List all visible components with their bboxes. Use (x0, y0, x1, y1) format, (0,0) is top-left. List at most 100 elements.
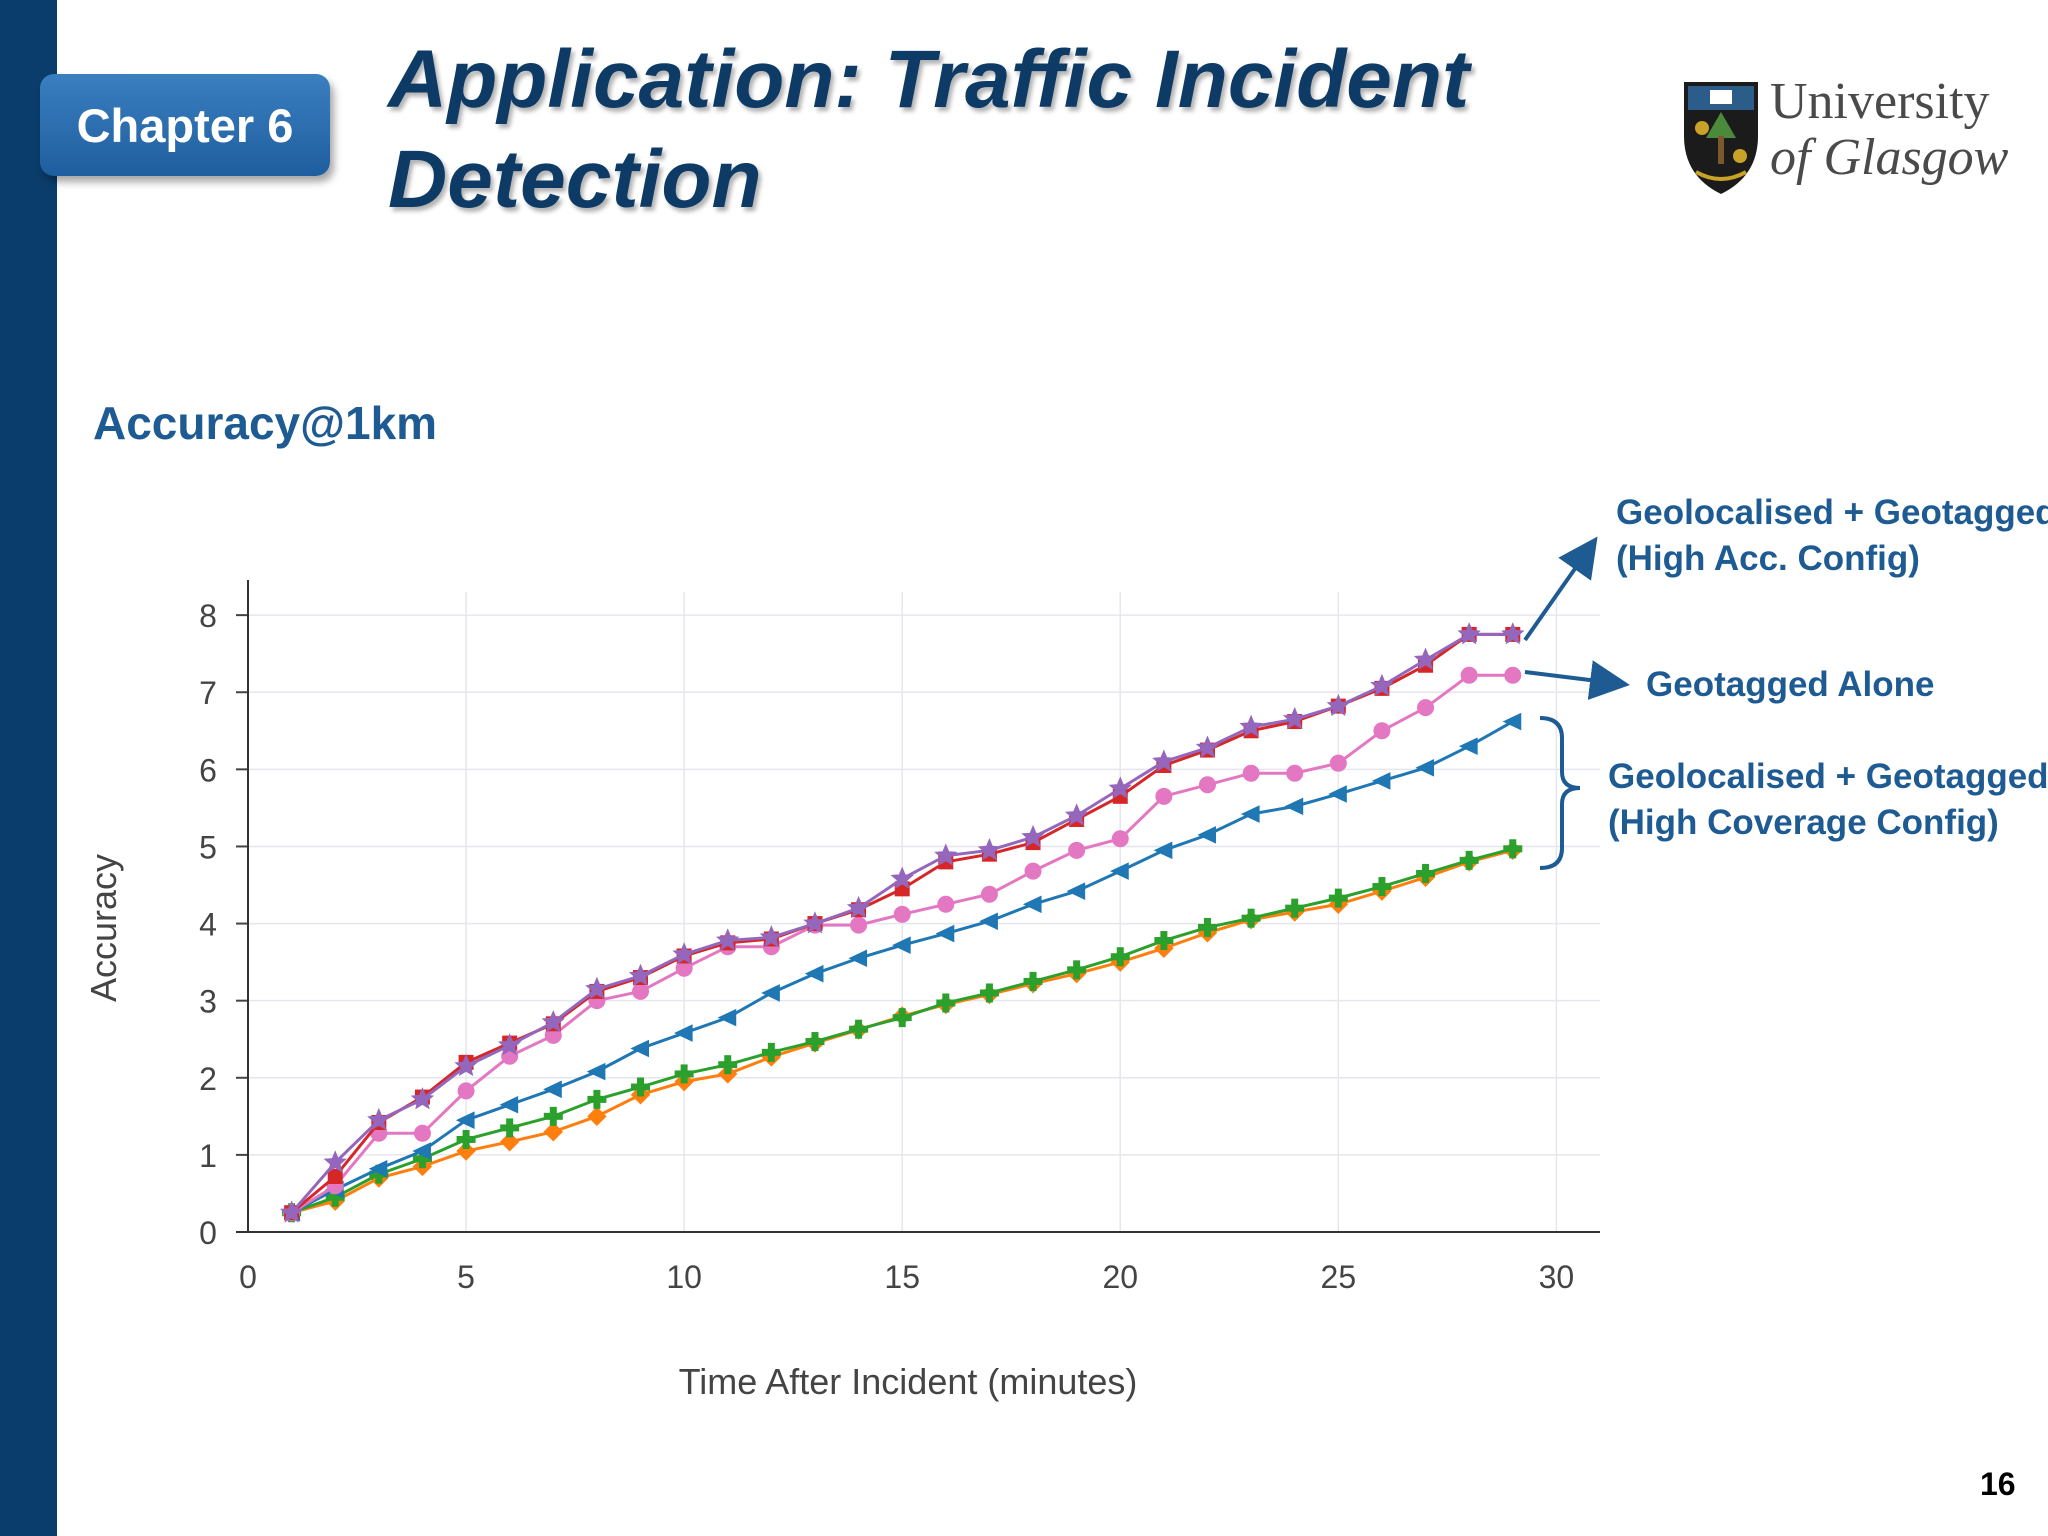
data-point (1066, 882, 1086, 900)
data-point (1284, 797, 1304, 816)
x-tick-label: 30 (1539, 1259, 1575, 1295)
annotation-arrows (1523, 536, 1630, 870)
x-axis-title: Time After Incident (minutes) (679, 1361, 1138, 1402)
y-tick-label: 0 (199, 1215, 217, 1251)
data-point (457, 1082, 475, 1100)
data-point (1328, 785, 1347, 803)
data-point (1116, 947, 1124, 967)
annotation-geotagged-alone: Geotagged Alone (1646, 665, 1935, 704)
data-point (673, 1024, 693, 1042)
data-point (759, 925, 784, 948)
data-point (543, 1122, 563, 1142)
annotation-high-cov-line1: Geolocalised + Geotagged (1608, 757, 2048, 796)
data-point (935, 924, 955, 943)
annotation-high-acc-line2: (High Acc. Config) (1616, 539, 1920, 578)
x-tick-label: 10 (666, 1259, 702, 1295)
university-logo: University of Glasgow (1680, 70, 2020, 200)
x-tick-label: 20 (1102, 1259, 1138, 1295)
data-point (855, 1019, 863, 1039)
data-point (1073, 960, 1081, 980)
x-tick-label: 0 (239, 1259, 257, 1295)
data-point (1458, 737, 1478, 756)
data-point (497, 1033, 522, 1056)
chapter-badge: Chapter 6 (40, 74, 330, 176)
data-point (628, 963, 653, 986)
data-point (934, 843, 958, 866)
data-point (1371, 772, 1391, 790)
data-point (1370, 673, 1394, 697)
data-point (593, 1089, 601, 1109)
data-point (1024, 862, 1042, 880)
data-point (1283, 706, 1307, 730)
x-tick-label: 15 (884, 1259, 920, 1295)
data-point (848, 949, 868, 968)
data-point (890, 866, 914, 889)
data-point (803, 911, 827, 934)
data-point (1286, 764, 1304, 782)
y-tick-label: 2 (199, 1061, 217, 1097)
data-point (1203, 917, 1211, 937)
data-point (804, 964, 824, 983)
data-point (1457, 622, 1481, 645)
data-point (1239, 714, 1263, 737)
y-tick-label: 7 (199, 675, 217, 711)
data-point (680, 1064, 688, 1084)
data-point (1197, 826, 1216, 844)
university-crest-icon (1684, 82, 1758, 194)
data-point (1334, 888, 1342, 908)
data-point (1326, 693, 1351, 717)
data-point (942, 993, 950, 1013)
arrow-high-acc (1523, 536, 1598, 642)
data-point (454, 1053, 478, 1077)
chapter-label: Chapter 6 (76, 98, 294, 152)
data-point (717, 1008, 737, 1027)
data-point (1373, 722, 1391, 740)
data-point (898, 1008, 906, 1028)
data-point (1415, 759, 1435, 777)
data-point (980, 885, 998, 903)
data-point (985, 983, 993, 1003)
y-tick-label: 6 (199, 752, 217, 788)
data-point (1242, 764, 1260, 782)
data-point (761, 984, 780, 1002)
data-point (1195, 735, 1220, 758)
data-point (977, 838, 1002, 861)
data-point (1504, 666, 1522, 684)
data-point (587, 1106, 607, 1127)
data-point (367, 1107, 391, 1131)
annotation-high-cov-line2: (High Coverage Config) (1608, 803, 1999, 842)
data-point (327, 1168, 343, 1184)
data-point (1465, 850, 1473, 870)
logo-text-glasgow: of Glasgow (1770, 129, 2009, 186)
data-point (1291, 898, 1299, 918)
data-point (1378, 877, 1386, 897)
data-point (412, 1142, 431, 1160)
data-point (323, 1150, 347, 1173)
data-point (1021, 824, 1045, 848)
data-point (850, 916, 868, 934)
data-point (1198, 776, 1216, 794)
data-point (506, 1118, 514, 1138)
data-point (1247, 908, 1255, 928)
logo-text-university: University (1770, 73, 1990, 130)
data-point (892, 936, 911, 954)
data-point (279, 1200, 304, 1223)
data-point (549, 1106, 557, 1126)
annotation-high-acc-line1: Geolocalised + Geotagged (1616, 493, 2048, 532)
data-point (767, 1042, 775, 1062)
slide-title: Application: Traffic Incident Detection (388, 34, 1470, 225)
data-point (1111, 830, 1129, 848)
data-point (632, 982, 650, 1000)
data-point (1502, 712, 1522, 731)
x-tick-label: 25 (1321, 1259, 1357, 1295)
annotation-high-coverage-config: Geolocalised + Geotagged (High Coverage … (1608, 754, 2048, 846)
data-point (1108, 776, 1132, 799)
data-point (499, 1095, 519, 1114)
data-point (499, 1132, 520, 1152)
left-accent-bar (0, 0, 57, 1536)
data-point (1417, 699, 1435, 717)
bracket-high-coverage (1539, 716, 1581, 870)
data-point (672, 942, 696, 965)
data-point (1064, 803, 1089, 826)
